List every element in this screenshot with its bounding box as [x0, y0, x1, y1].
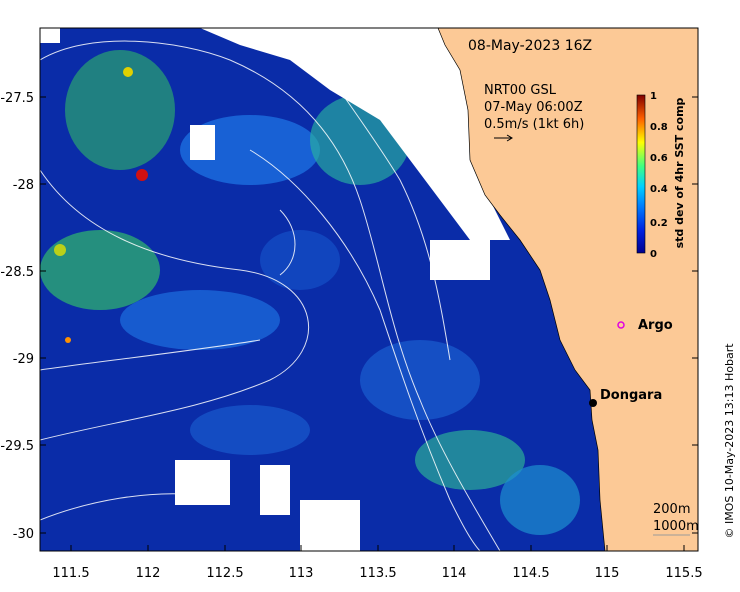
y-tick-label: -29: [13, 352, 34, 367]
x-tick-label: 111.5: [52, 566, 89, 581]
current-scale: 0.5m/s (1kt 6h): [484, 117, 584, 132]
y-tick-label: -30: [13, 527, 34, 542]
x-tick-label: 113: [289, 566, 314, 581]
y-tick-label: -29.5: [0, 439, 34, 454]
x-tick-label: 112: [136, 566, 161, 581]
scale-arrow-icon: [494, 134, 513, 142]
argo-marker-icon: [617, 321, 625, 329]
x-tick-label: 115.5: [665, 566, 702, 581]
dongara-label: Dongara: [600, 388, 662, 403]
x-tick-label: 112.5: [206, 566, 243, 581]
y-tick-label: -28.5: [0, 265, 34, 280]
colorbar-tick-label: 0.6: [650, 153, 668, 164]
current-source: NRT00 GSL: [484, 83, 557, 98]
credit-text: © IMOS 10-May-2023 13:13 Hobart: [723, 343, 736, 539]
colorbar-tick-label: 0.2: [650, 218, 668, 229]
x-axis-labels: 111.5 112 112.5 113 113.5 114 114.5 115 …: [52, 566, 702, 581]
colorbar-tick-label: 0: [650, 249, 657, 260]
y-tick-label: -28: [13, 178, 34, 193]
plot-frame: [39, 27, 699, 552]
x-tick-label: 114: [442, 566, 467, 581]
map-title: 08-May-2023 16Z: [468, 38, 592, 54]
dongara-marker-icon: [589, 399, 597, 407]
current-time: 07-May 06:00Z: [484, 100, 583, 115]
axis-tick-marks: [40, 96, 698, 551]
colorbar: [636, 94, 646, 254]
y-axis-labels: -27.5 -28 -28.5 -29 -29.5 -30: [0, 91, 34, 542]
y-tick-label: -27.5: [0, 91, 34, 106]
x-tick-label: 114.5: [512, 566, 549, 581]
bathymetry-contours: [40, 29, 501, 551]
colorbar-ticks: 0 0.2 0.4 0.6 0.8 1: [650, 91, 668, 260]
coastline: [437, 28, 606, 551]
current-info: NRT00 GSL 07-May 06:00Z 0.5m/s (1kt 6h): [484, 83, 584, 132]
land-mass: [438, 28, 698, 551]
colorbar-tick-label: 0.8: [650, 122, 668, 133]
contour-legend-1000m: 1000m: [653, 519, 699, 534]
x-tick-label: 115: [595, 566, 620, 581]
colorbar-label: std dev of 4hr SST comp: [673, 97, 686, 248]
colorbar-tick-label: 0.4: [650, 184, 668, 195]
cloud-gaps: [40, 28, 510, 551]
x-tick-label: 113.5: [359, 566, 396, 581]
colorbar-tick-label: 1: [650, 91, 657, 102]
argo-label: Argo: [638, 318, 673, 333]
contour-legend-200m: 200m: [653, 502, 690, 517]
